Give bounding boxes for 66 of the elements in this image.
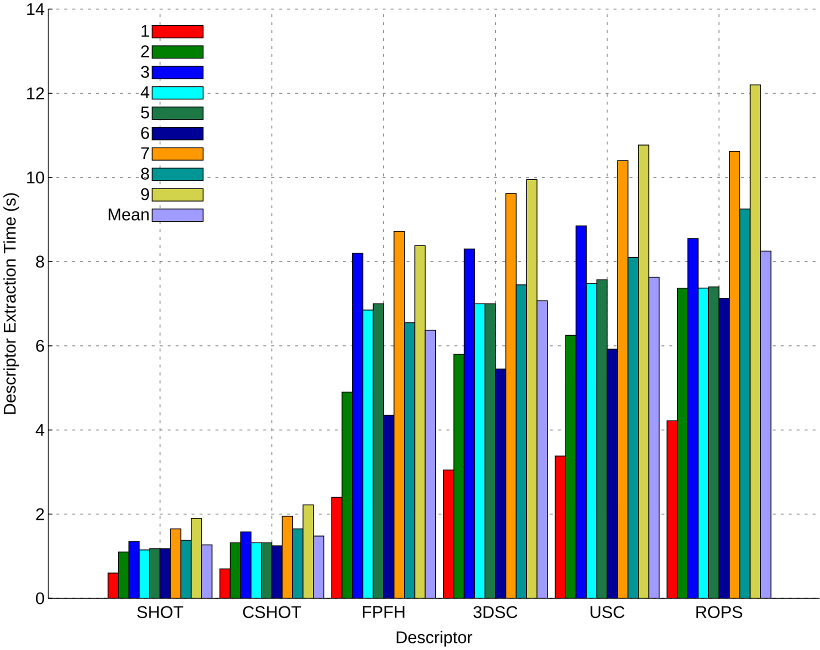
bar [739, 208, 751, 598]
bar [150, 548, 160, 598]
x-tick-label: ROPS [696, 606, 742, 618]
bar [516, 284, 527, 598]
bar [485, 304, 496, 598]
bar [474, 304, 486, 598]
bar [555, 456, 566, 598]
bar [537, 300, 548, 598]
bar [352, 253, 363, 598]
bar [596, 280, 608, 598]
bar [698, 288, 709, 598]
bar [240, 532, 252, 598]
bar [607, 349, 618, 598]
legend-label: 3 [140, 66, 150, 78]
legend-label: 5 [141, 106, 150, 118]
bar [384, 415, 394, 598]
bar [128, 542, 140, 598]
bar [292, 528, 304, 598]
x-tick-label: CSHOT [243, 606, 302, 618]
bar [586, 284, 597, 598]
legend-label: Mean [108, 208, 149, 220]
bar [708, 286, 720, 598]
bar [718, 298, 730, 598]
bar [139, 550, 150, 598]
y-tick-label: 4 [36, 424, 44, 436]
bar [666, 420, 678, 598]
y-tick-label: 8 [36, 256, 44, 268]
bar [648, 277, 660, 598]
legend-label: 2 [141, 45, 149, 58]
y-tick-label: 12 [27, 87, 44, 100]
bar [576, 226, 586, 598]
x-tick-label: 3DSC [473, 606, 518, 618]
bar [202, 544, 212, 598]
legend-label: 4 [140, 86, 150, 98]
bar [495, 368, 506, 598]
x-axis-title: Descriptor [396, 630, 472, 647]
bar [628, 257, 638, 598]
bar [687, 238, 699, 598]
x-tick-label: FPFH [362, 606, 404, 618]
bar [464, 249, 475, 598]
bar [313, 536, 324, 598]
bar [332, 497, 342, 598]
bar [180, 540, 192, 598]
bar [760, 250, 772, 598]
y-tick-label: 6 [36, 340, 44, 352]
legend-label: 6 [141, 126, 150, 139]
y-tick-label: 14 [27, 3, 44, 15]
bar [443, 470, 454, 598]
legend-label: 7 [141, 147, 149, 160]
bar [404, 322, 415, 598]
y-tick-label: 0 [36, 592, 44, 604]
x-tick-label: SHOT [137, 606, 184, 618]
y-axis-title: Descriptor Extraction Time (s) [3, 193, 20, 414]
legend-label: 1 [142, 25, 149, 37]
bar [251, 542, 262, 598]
y-tick-label: 2 [36, 508, 44, 520]
legend-label: 8 [141, 168, 150, 180]
bar [362, 310, 374, 598]
bar [272, 546, 282, 598]
x-tick-label: USC [590, 606, 624, 618]
bar [373, 304, 384, 598]
y-tick-label: 10 [27, 171, 44, 184]
bar [261, 542, 272, 598]
bar [160, 548, 170, 598]
legend-label: 9 [141, 188, 149, 200]
bar [425, 330, 436, 598]
